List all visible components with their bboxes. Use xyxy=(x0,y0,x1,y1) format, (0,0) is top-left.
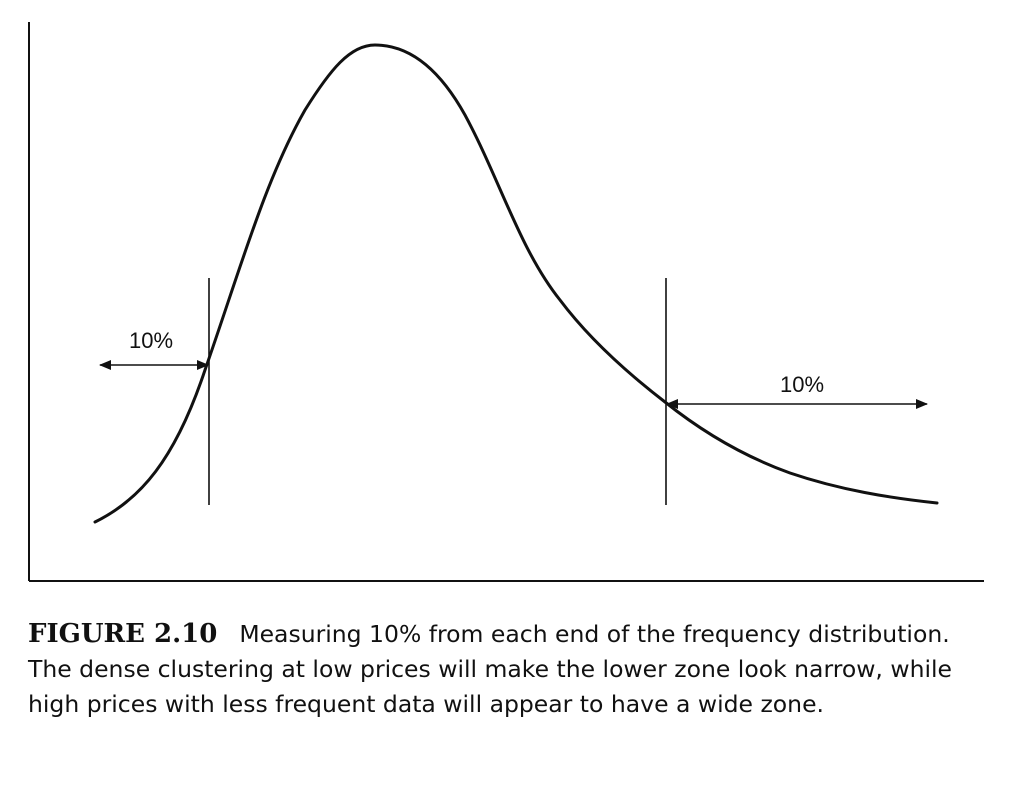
figure-caption: FIGURE 2.10 Measuring 10% from each end o… xyxy=(28,617,998,722)
frequency-distribution-diagram: 10% 10% xyxy=(28,22,984,582)
figure-label: FIGURE 2.10 xyxy=(28,619,218,649)
distribution-curve xyxy=(93,43,939,524)
left-marker-label: 10% xyxy=(129,328,173,353)
right-marker-label: 10% xyxy=(780,372,824,397)
caption-text: Measuring 10% from each end of the frequ… xyxy=(28,620,953,718)
